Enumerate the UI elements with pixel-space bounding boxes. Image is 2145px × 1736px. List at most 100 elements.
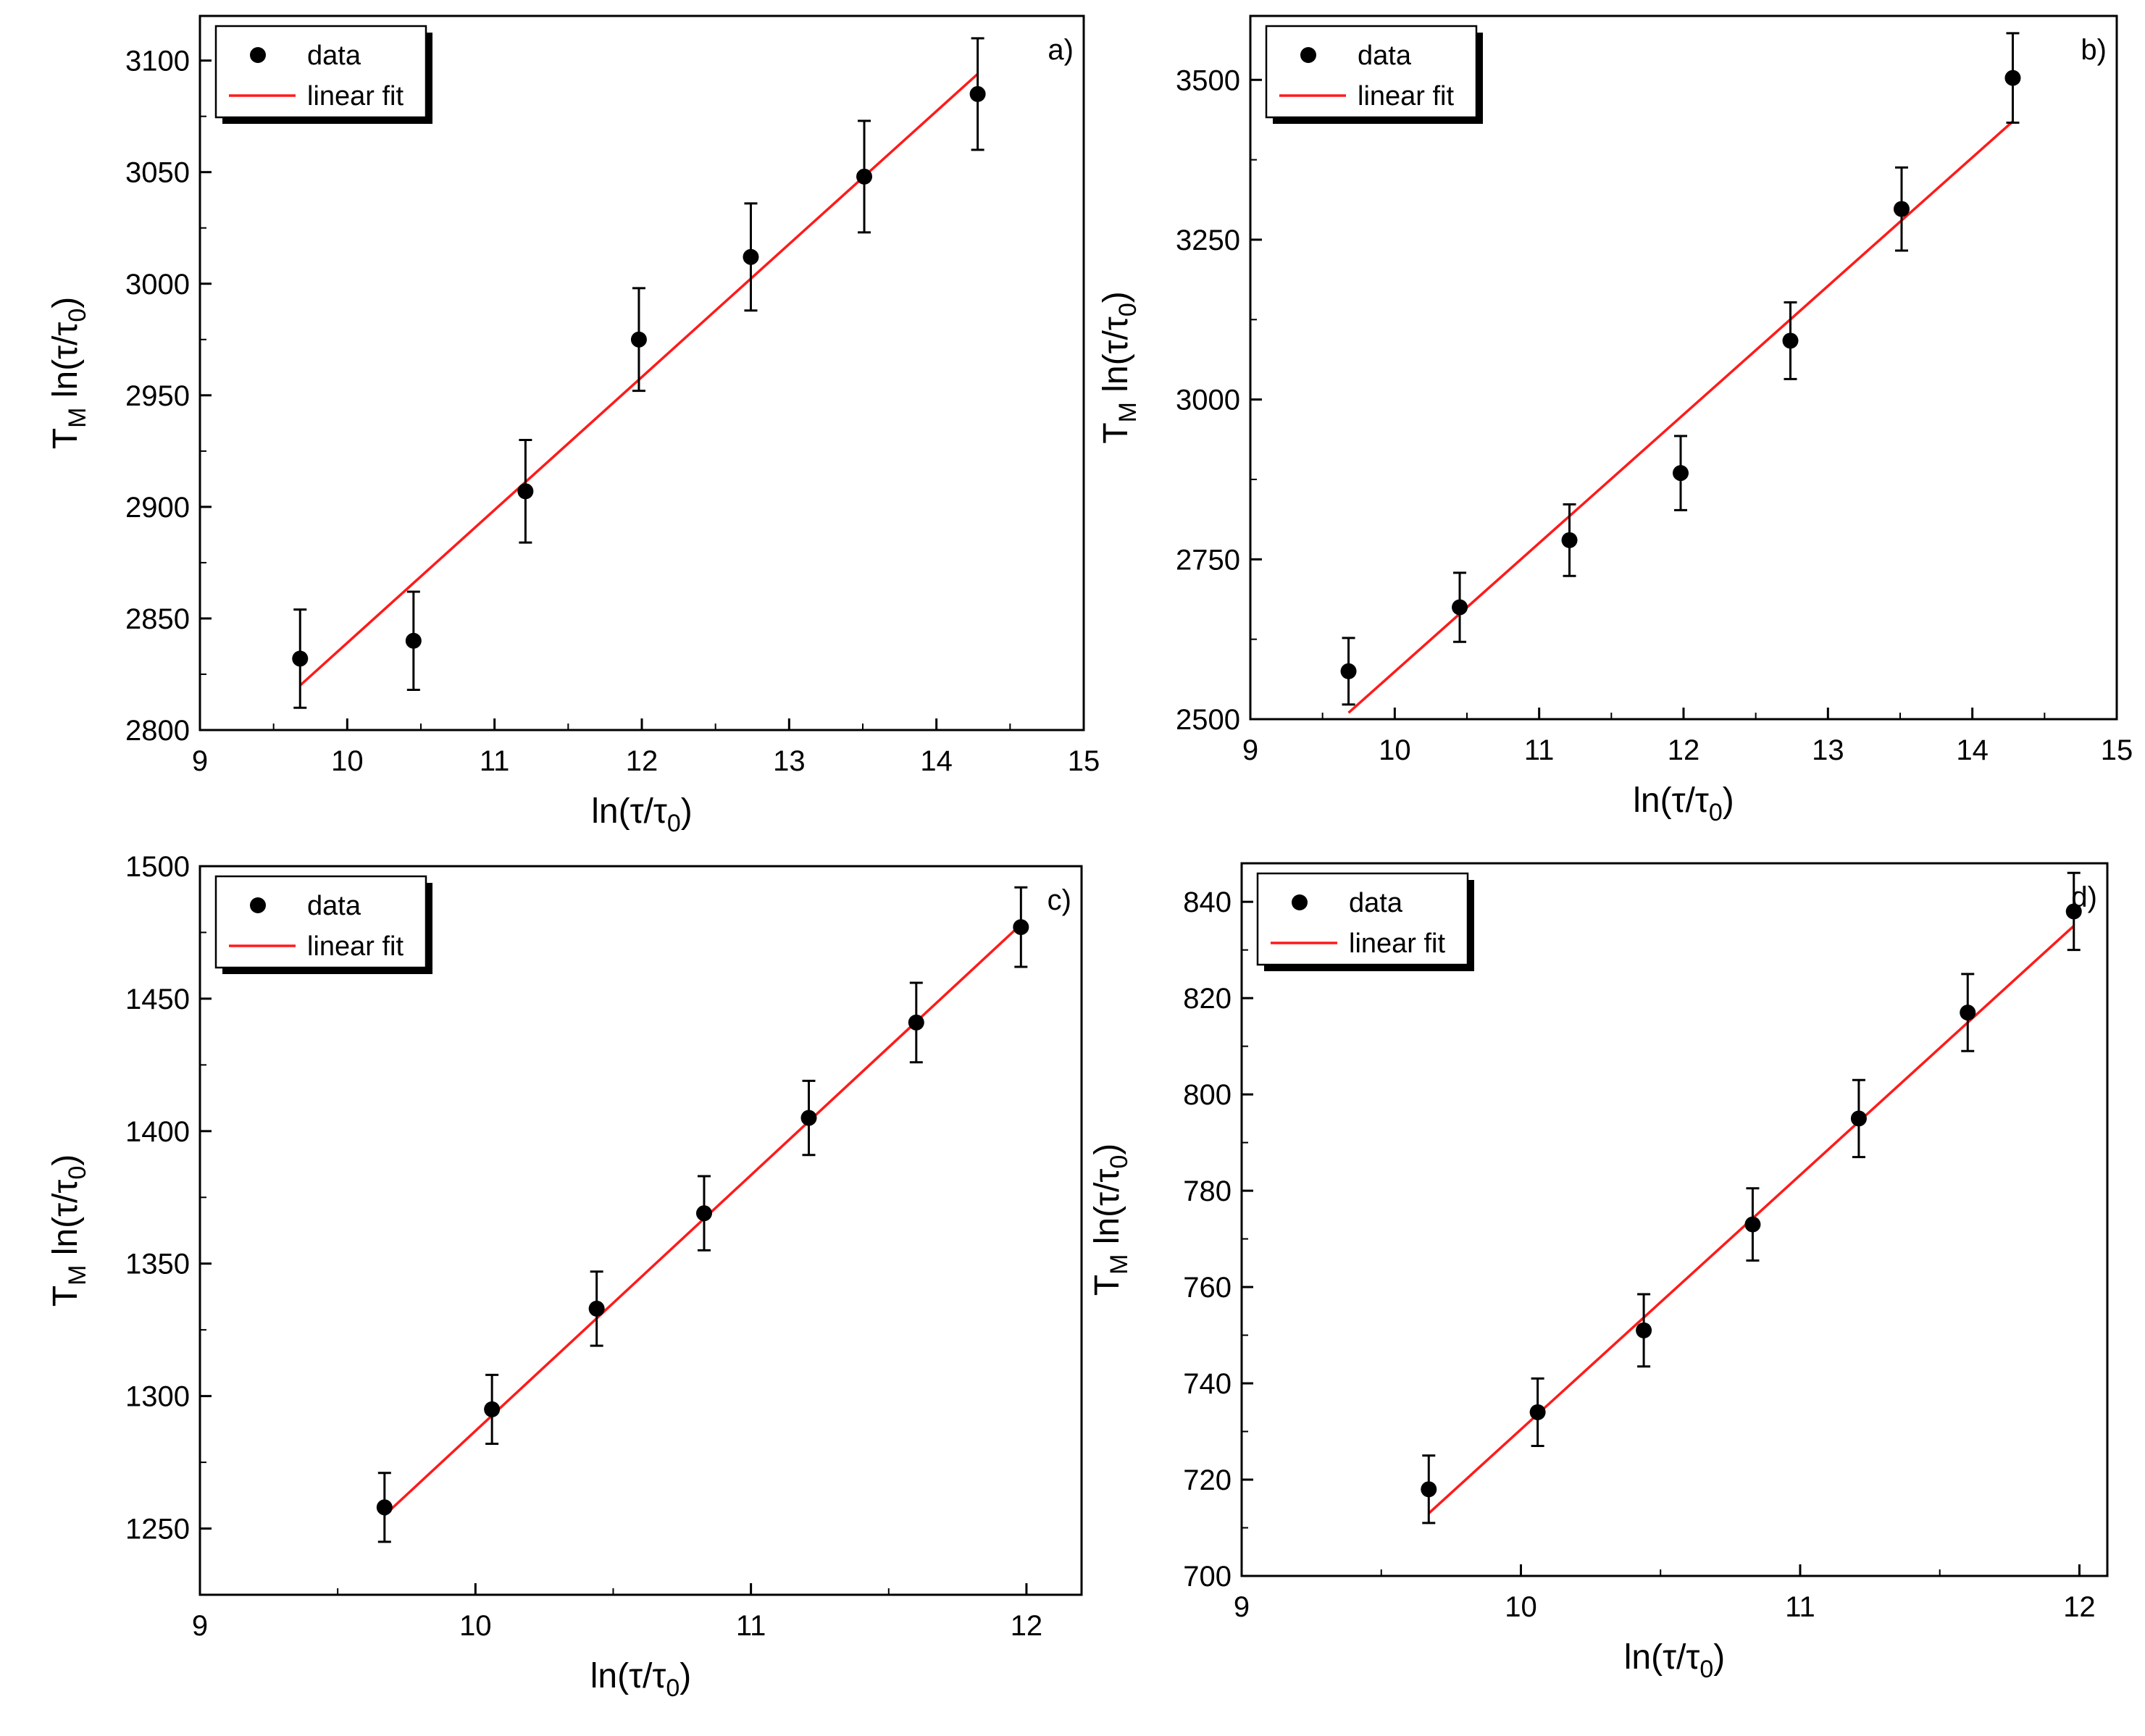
x-tick-label: 14 (1956, 734, 1989, 766)
x-tick-label: 11 (480, 745, 510, 777)
y-tick-label: 3250 (1176, 225, 1240, 256)
y-axis-label: TM ln(τ/τ0) (46, 297, 91, 450)
y-tick-label: 760 (1183, 1272, 1232, 1304)
x-tick-label: 10 (1505, 1591, 1537, 1623)
legend-label-data: data (1358, 41, 1412, 71)
data-point (2065, 903, 2082, 920)
panel-label: c) (1048, 884, 1071, 916)
x-tick-label: 13 (1812, 734, 1844, 766)
panel-label: a) (1048, 34, 1074, 66)
y-tick-label: 3000 (1176, 385, 1240, 416)
legend-label-data: data (307, 891, 361, 921)
chart-panel-3: 9 10 11 12 700 720 740 760 780 800 820 840 ln(τ/τ0) T… (1088, 862, 2109, 1683)
legend-box (214, 25, 427, 119)
data-point (1893, 201, 1910, 217)
data-point (1561, 532, 1578, 548)
y-tick-label: 3500 (1176, 64, 1240, 96)
x-axis-label: ln(τ/τ0) (1624, 1638, 1726, 1683)
x-tick-label: 12 (2063, 1591, 2096, 1623)
chart-panel-0: 9 10 11 12 13 14 15 2800 2850 2900 2950 3000 3050 310… (46, 14, 1100, 837)
y-tick-label: 3000 (125, 269, 190, 301)
data-point (1960, 1005, 1976, 1021)
x-tick-label: 10 (1379, 734, 1411, 766)
x-axis-label: ln(τ/τ0) (1633, 781, 1734, 826)
data-point (484, 1401, 501, 1417)
y-axis-label: TM ln(τ/τ0) (1097, 291, 1142, 444)
x-tick-label: 11 (1785, 1591, 1815, 1623)
y-tick-label: 1450 (125, 984, 190, 1015)
x-tick-label: 12 (1011, 1610, 1043, 1642)
data-point (800, 1110, 817, 1126)
x-tick-label: 9 (1242, 734, 1258, 766)
y-tick-label: 2900 (125, 492, 190, 524)
data-point (376, 1499, 393, 1516)
legend-marker-data (250, 897, 266, 913)
data-point (1782, 332, 1799, 349)
data-point (292, 650, 309, 667)
legend-label-fit: linear fit (1349, 928, 1445, 959)
data-point (1744, 1216, 1761, 1233)
x-tick-label: 12 (1668, 734, 1700, 766)
data-point (630, 331, 647, 348)
legend-box (1265, 25, 1478, 119)
x-tick-label: 12 (626, 745, 658, 777)
legend-box (1256, 872, 1469, 966)
y-tick-label: 1350 (125, 1249, 190, 1280)
data-point (908, 1014, 924, 1031)
y-tick-label: 840 (1183, 886, 1232, 918)
x-tick-label: 11 (736, 1610, 766, 1642)
legend-label-data: data (307, 41, 361, 71)
chart-panel-1: 9 10 11 12 13 14 15 2500 2750 3000 3250 3500 ln(τ/τ0… (1097, 14, 2133, 826)
y-axis-label: TM ln(τ/τ0) (1088, 1144, 1133, 1296)
data-point (743, 248, 759, 265)
chart-panel-2: 9 10 11 12 1250 1300 1350 1400 1450 1500 ln(τ/τ0) T… (46, 851, 1083, 1702)
y-tick-label: 1400 (125, 1116, 190, 1148)
x-tick-label: 15 (2101, 734, 2133, 766)
x-tick-label: 13 (773, 745, 806, 777)
legend-label-fit: linear fit (1358, 81, 1454, 112)
x-tick-label: 11 (1524, 734, 1555, 766)
data-point (588, 1300, 605, 1317)
y-tick-label: 780 (1183, 1175, 1232, 1207)
data-point (1013, 919, 1029, 936)
x-tick-label: 15 (1068, 745, 1100, 777)
y-tick-label: 2750 (1176, 544, 1240, 576)
x-tick-label: 10 (331, 745, 364, 777)
y-tick-label: 2850 (125, 603, 190, 635)
y-tick-label: 1500 (125, 851, 190, 883)
data-point (969, 85, 986, 102)
legend-label-fit: linear fit (307, 931, 404, 962)
y-tick-label: 3050 (125, 157, 190, 189)
y-tick-label: 820 (1183, 983, 1232, 1015)
y-tick-label: 1300 (125, 1381, 190, 1413)
x-axis-label: ln(τ/τ0) (591, 792, 693, 837)
x-tick-label: 9 (1234, 1591, 1250, 1623)
data-point (856, 168, 873, 185)
legend-label-data: data (1349, 888, 1403, 918)
data-point (1452, 599, 1468, 616)
plot-frame (198, 865, 1083, 1596)
y-tick-label: 2500 (1176, 704, 1240, 736)
y-tick-label: 2950 (125, 380, 190, 412)
legend-box (214, 875, 427, 969)
y-tick-label: 720 (1183, 1464, 1232, 1496)
data-point (2004, 70, 2021, 86)
x-tick-label: 9 (192, 745, 208, 777)
legend-marker-data (250, 47, 266, 63)
y-tick-label: 1250 (125, 1514, 190, 1546)
linear-fit-line (1347, 120, 2014, 714)
y-tick-label: 800 (1183, 1079, 1232, 1111)
data-point (1850, 1110, 1867, 1127)
data-point (1340, 663, 1357, 679)
panel-label: b) (2081, 34, 2107, 66)
legend-label-fit: linear fit (307, 81, 404, 112)
data-point (1673, 465, 1689, 482)
y-tick-label: 740 (1183, 1368, 1232, 1400)
x-tick-label: 10 (459, 1610, 492, 1642)
data-point (405, 632, 422, 649)
data-point (517, 483, 534, 500)
y-tick-label: 700 (1183, 1561, 1232, 1593)
data-point (1529, 1404, 1546, 1420)
plot-frame (1240, 862, 2109, 1577)
data-point (1421, 1481, 1437, 1498)
